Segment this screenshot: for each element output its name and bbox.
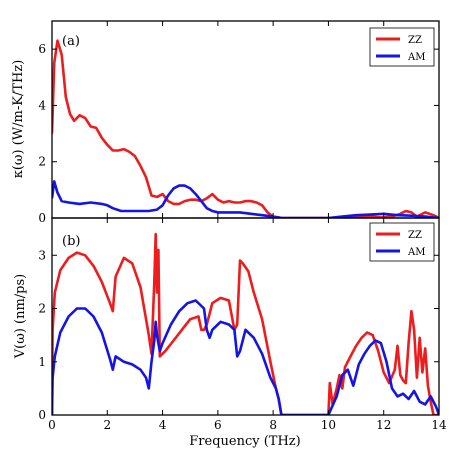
panel-a-legend-am-label: AM bbox=[407, 52, 425, 63]
panel-a-ylabel: κ(ω) (W/m-K/THz) bbox=[11, 60, 26, 179]
panel-b-xlabel: Frequency (THz) bbox=[189, 434, 300, 449]
panel-b-series-zz-line bbox=[52, 232, 439, 415]
panel-a-ticks: 0 2 4 6 bbox=[38, 21, 440, 225]
panel-b-xtick-label: 10 bbox=[321, 418, 336, 432]
panel-b-legend-box bbox=[369, 222, 435, 262]
panel-b-ytick-label: 0 bbox=[38, 408, 46, 422]
panel-b-label: (b) bbox=[62, 234, 80, 249]
panel-a-ytick-label: 6 bbox=[38, 42, 46, 56]
panel-b-ylabel: V(ω) (nm/ps) bbox=[13, 274, 28, 359]
panel-b-xtick-label: 0 bbox=[48, 418, 56, 432]
panel-b-legend-zz-label: ZZ bbox=[408, 230, 422, 241]
panel-a-series-zz-line bbox=[52, 39, 439, 218]
panel-a-legend: ZZ AM bbox=[369, 27, 435, 67]
panel-b-xtick-label: 14 bbox=[431, 418, 447, 432]
panel-a-legend-zz-label: ZZ bbox=[408, 35, 422, 46]
panel-b-xtick-label: 4 bbox=[159, 418, 167, 432]
panel-b-legend: ZZ AM bbox=[369, 222, 435, 262]
panel-b-ytick-label: 2 bbox=[38, 302, 46, 316]
panel-b-xtick-label: 6 bbox=[214, 418, 222, 432]
panel-a-label: (a) bbox=[62, 34, 80, 49]
panel-b-frame bbox=[51, 217, 440, 416]
panel-b-xtick-label: 8 bbox=[269, 418, 277, 432]
panel-a-ytick-label: 4 bbox=[38, 98, 46, 112]
panel-b-xtick-label: 2 bbox=[103, 418, 111, 432]
panel-b-series-am-line bbox=[52, 299, 439, 415]
panel-a-legend-box bbox=[369, 27, 435, 67]
panel-b-series-group bbox=[52, 232, 439, 415]
panel-b-xtick-label: 12 bbox=[376, 418, 391, 432]
panel-a-ytick-label: 0 bbox=[38, 211, 46, 225]
panel-b-legend-am-label: AM bbox=[407, 247, 425, 258]
panel-a: 0 2 4 6 (a) ZZ AM κ(ω) (W/m-K/THz) bbox=[11, 20, 440, 225]
panel-a-series-am-line bbox=[52, 180, 439, 218]
panel-b-ytick-label: 1 bbox=[38, 355, 46, 369]
panel-a-series-group bbox=[52, 39, 439, 218]
panel-a-ytick-label: 2 bbox=[38, 155, 46, 169]
panel-b-ytick-label: 3 bbox=[38, 248, 46, 262]
